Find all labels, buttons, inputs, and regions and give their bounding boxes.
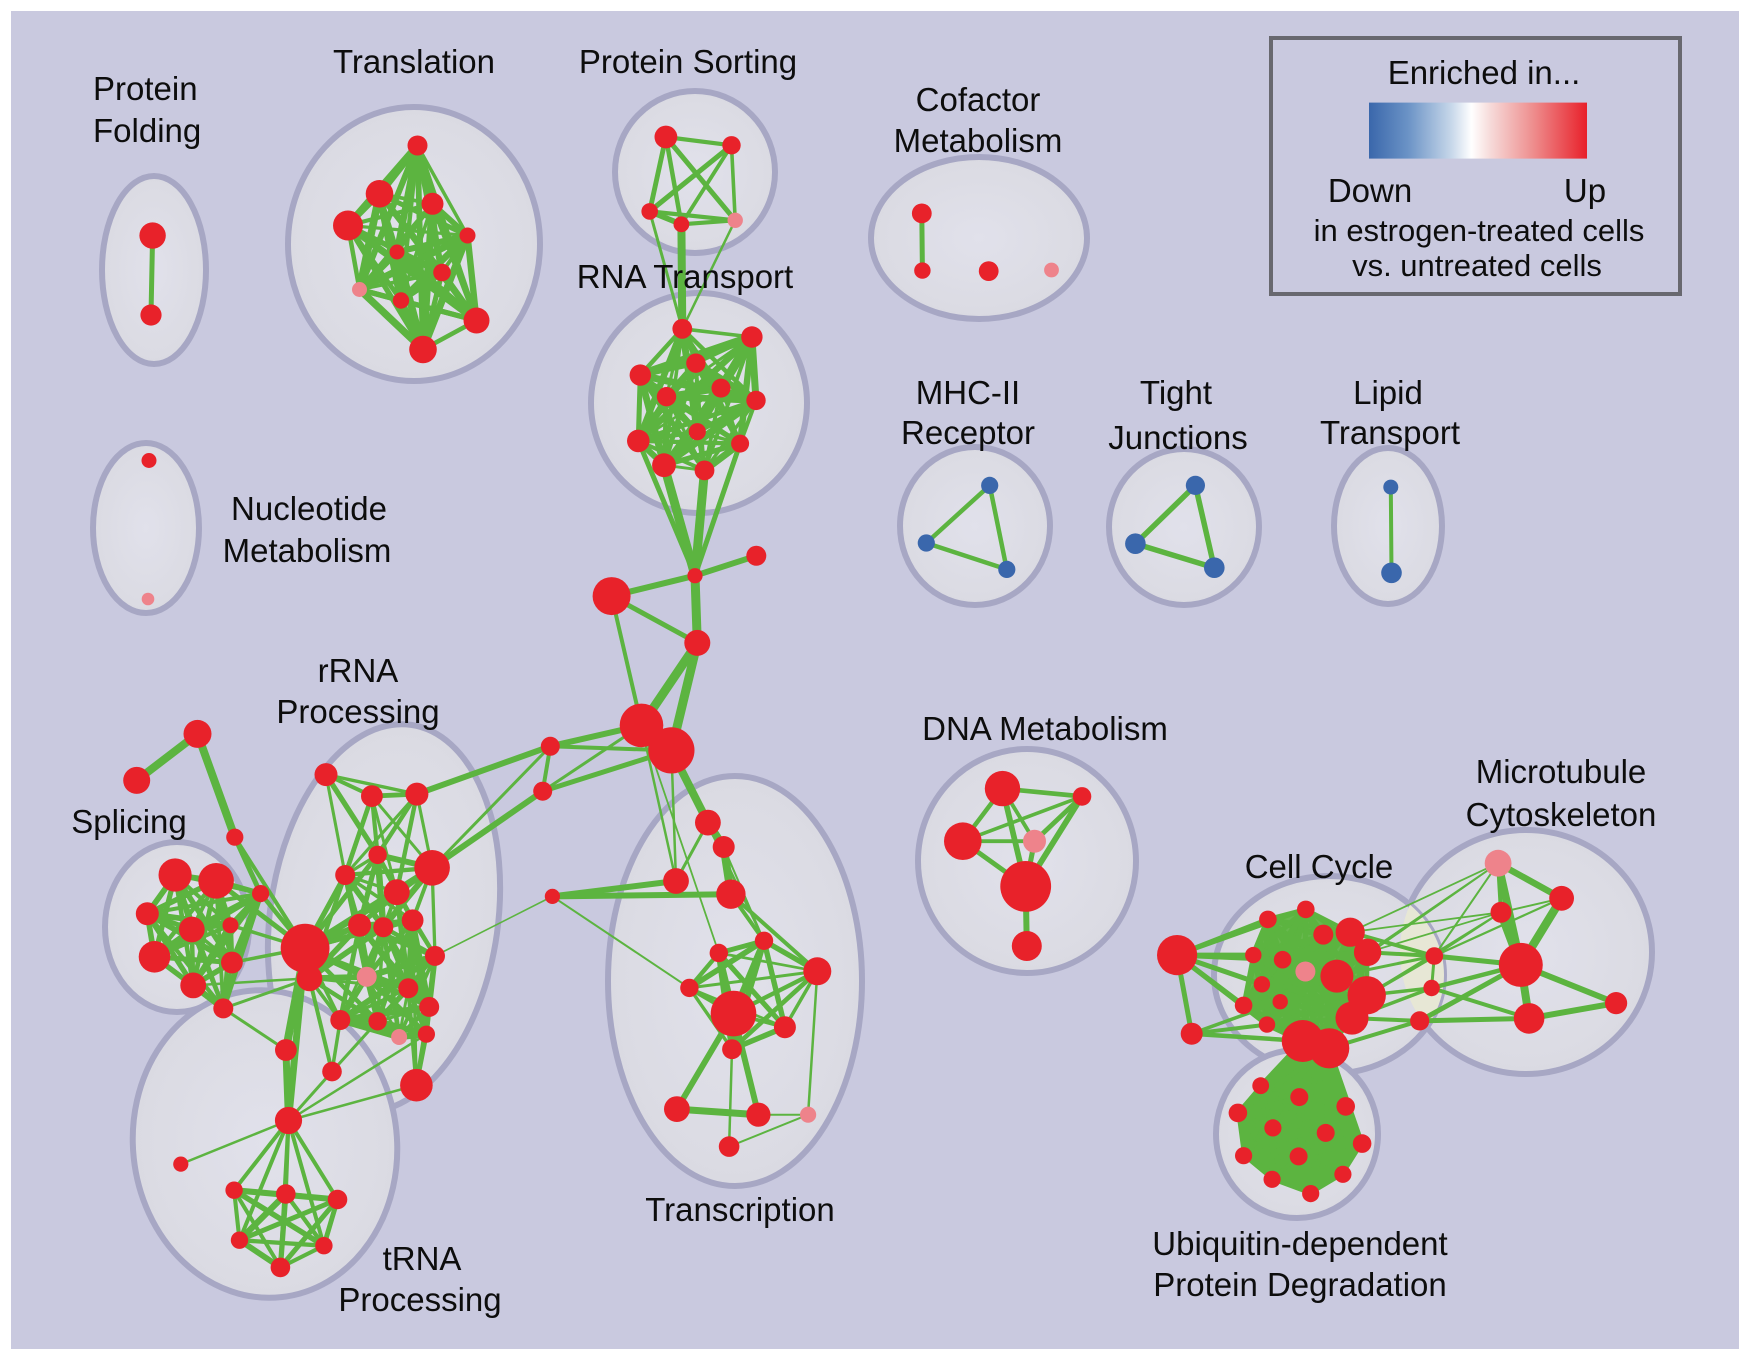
svg-text:Transcription: Transcription (645, 1191, 835, 1228)
svg-text:Cofactor: Cofactor (916, 81, 1041, 118)
svg-text:Protein Sorting: Protein Sorting (579, 43, 797, 80)
svg-text:Up: Up (1564, 172, 1606, 209)
svg-text:DNA Metabolism: DNA Metabolism (922, 710, 1168, 747)
svg-text:Metabolism: Metabolism (223, 532, 392, 569)
svg-text:tRNA: tRNA (383, 1240, 462, 1277)
svg-text:Splicing: Splicing (71, 803, 187, 840)
svg-text:Protein: Protein (93, 70, 198, 107)
svg-text:Nucleotide: Nucleotide (231, 490, 387, 527)
svg-text:Receptor: Receptor (901, 414, 1035, 451)
svg-text:Translation: Translation (333, 43, 495, 80)
svg-text:Down: Down (1328, 172, 1412, 209)
svg-text:Enriched in...: Enriched in... (1388, 54, 1581, 91)
svg-text:RNA Transport: RNA Transport (577, 258, 793, 295)
svg-text:Microtubule: Microtubule (1476, 753, 1647, 790)
svg-text:Cytoskeleton: Cytoskeleton (1466, 796, 1657, 833)
svg-text:Ubiquitin-dependent: Ubiquitin-dependent (1152, 1225, 1447, 1262)
svg-text:Transport: Transport (1320, 414, 1460, 451)
svg-text:vs. untreated cells: vs. untreated cells (1352, 248, 1602, 283)
svg-text:Lipid: Lipid (1353, 374, 1423, 411)
svg-text:Junctions: Junctions (1108, 419, 1247, 456)
svg-text:Processing: Processing (338, 1281, 501, 1318)
svg-text:Folding: Folding (93, 112, 201, 149)
svg-text:Protein Degradation: Protein Degradation (1153, 1266, 1447, 1303)
svg-text:Metabolism: Metabolism (894, 122, 1063, 159)
svg-text:MHC-II: MHC-II (916, 374, 1020, 411)
svg-text:Processing: Processing (276, 693, 439, 730)
svg-text:Tight: Tight (1140, 374, 1212, 411)
svg-text:rRNA: rRNA (318, 652, 399, 689)
svg-text:in estrogen-treated cells: in estrogen-treated cells (1314, 213, 1645, 248)
svg-text:Cell Cycle: Cell Cycle (1245, 848, 1394, 885)
